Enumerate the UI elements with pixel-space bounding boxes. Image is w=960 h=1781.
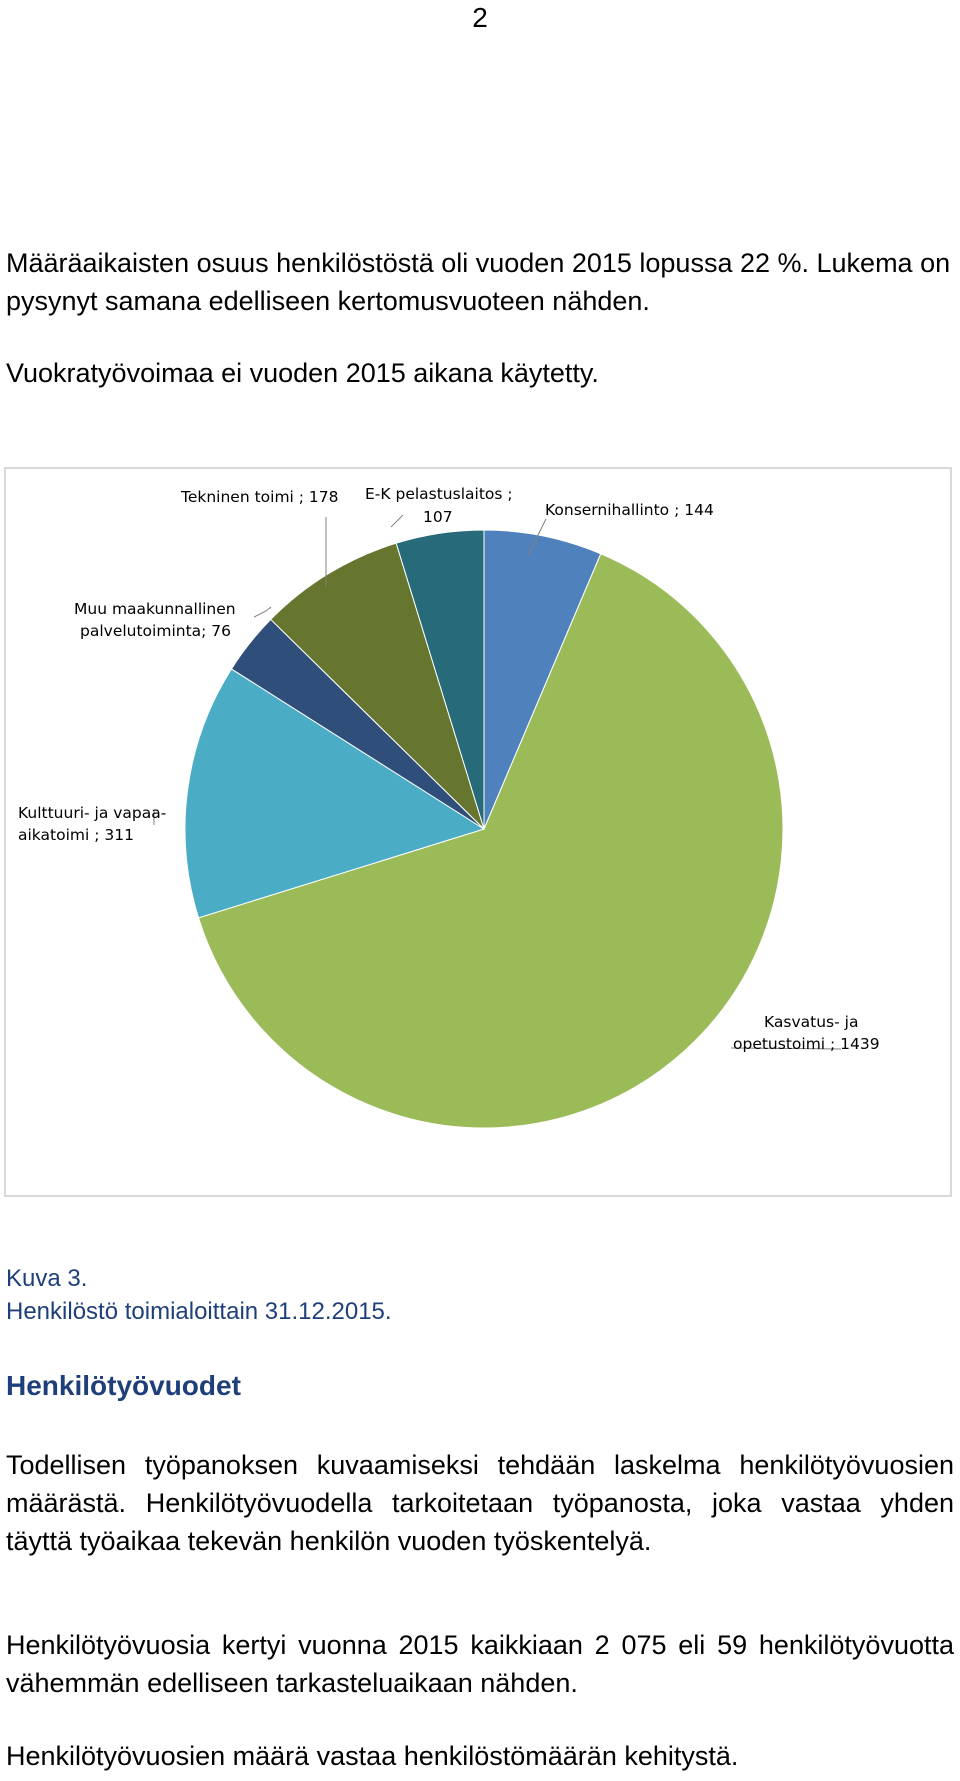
slice-label-tekninen: Tekninen toimi ; 178: [180, 488, 339, 506]
slice-label-kulttuuri-line1: Kulttuuri- ja vapaa-: [18, 804, 166, 822]
pie-chart: Konsernihallinto ; 144 Kasvatus- ja opet…: [18, 485, 880, 1129]
page-number: 2: [472, 2, 488, 33]
section-paragraph-1: Todellisen työpanoksen kuvaamiseksi tehd…: [6, 1450, 954, 1556]
pie-slice-kasvatus-: [197, 553, 784, 1129]
slice-label-ek-line2: 107: [423, 508, 453, 526]
leader-line-ek: [390, 514, 404, 528]
pie-slice-e-k: [395, 529, 485, 830]
slice-label-muu-line1: Muu maakunnallinen: [74, 600, 236, 618]
pie-slice-konsernihallinto: [483, 529, 602, 830]
pie-slice-kulttuuri-: [184, 668, 486, 919]
section-paragraph-3: Henkilötyövuosien määrä vastaa henkilöst…: [6, 1741, 739, 1771]
slice-label-konsernihallinto: Konsernihallinto ; 144: [545, 501, 714, 519]
leader-line-kasvatus: [730, 1047, 842, 1050]
intro-paragraph-1: Määräaikaisten osuus henkilöstöstä oli v…: [6, 248, 951, 316]
slice-label-kulttuuri-line2: aikatoimi ; 311: [18, 826, 134, 844]
pie-slice-tekninen: [270, 542, 485, 830]
leader-line-muu: [253, 606, 272, 618]
pie-chart-figure: Konsernihallinto ; 144 Kasvatus- ja opet…: [4, 467, 952, 1197]
slice-label-ek-line1: E-K pelastuslaitos ;: [365, 485, 513, 503]
pie-slices: [184, 529, 784, 1129]
section-paragraph-2: Henkilötyövuosia kertyi vuonna 2015 kaik…: [6, 1630, 954, 1698]
leader-lines: [153, 514, 842, 1050]
figure-caption-number: Kuva 3.: [6, 1265, 88, 1292]
leader-line-konserni: [527, 518, 547, 556]
intro-paragraph-2: Vuokratyövoimaa ei vuoden 2015 aikana kä…: [6, 358, 599, 388]
slice-label-kasvatus-line2: opetustoimi ; 1439: [733, 1035, 880, 1053]
leader-line-kulttuuri: [153, 809, 158, 825]
slice-label-kasvatus-line1: Kasvatus- ja: [764, 1013, 858, 1031]
figure-caption-title: Henkilöstö toimialoittain 31.12.2015.: [6, 1298, 392, 1325]
section-heading: Henkilötyövuodet: [6, 1370, 241, 1401]
slice-label-muu-line2: palvelutoiminta; 76: [80, 622, 231, 640]
